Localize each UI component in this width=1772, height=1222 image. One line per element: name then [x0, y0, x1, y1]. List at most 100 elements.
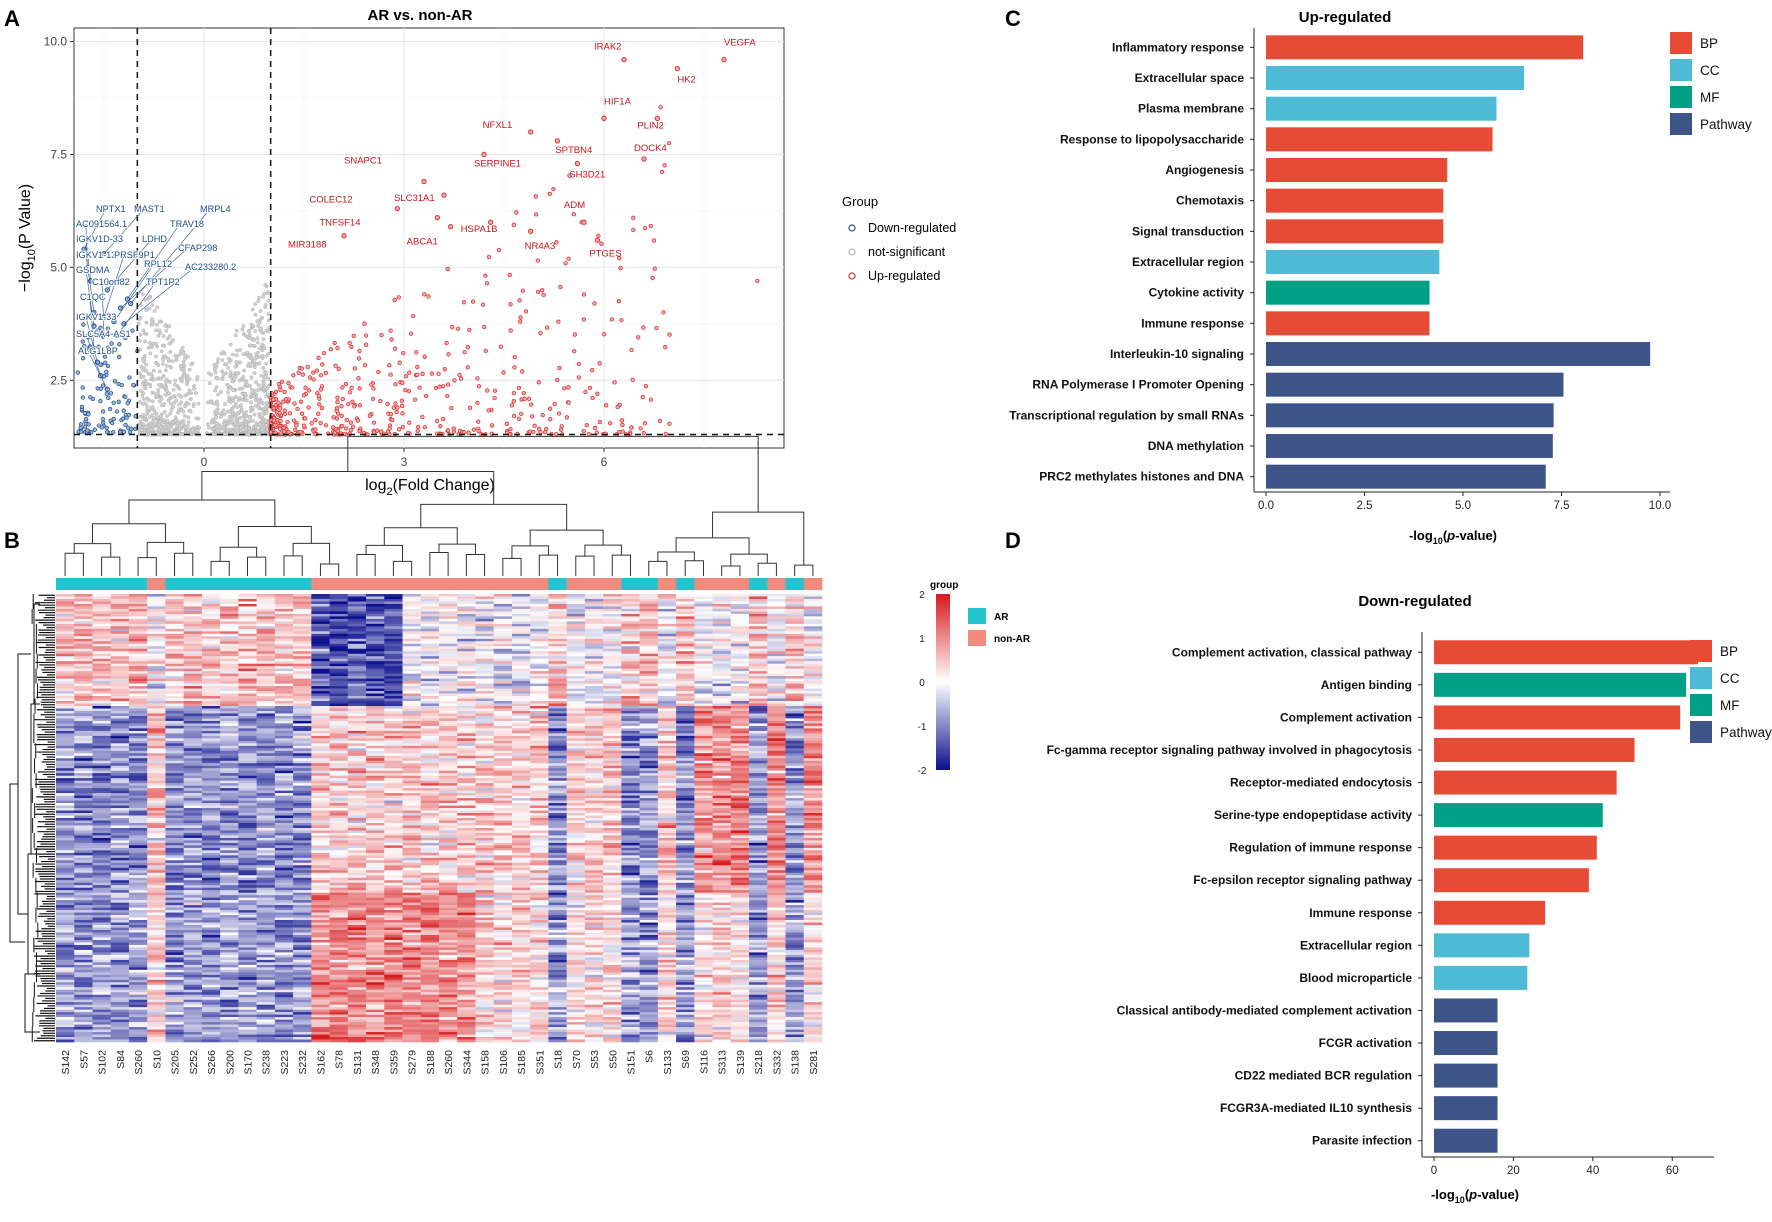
heatmap-cell	[366, 740, 385, 744]
heatmap-cell	[384, 718, 403, 722]
heatmap-cell	[311, 745, 330, 749]
heatmap-cell	[420, 686, 440, 689]
heatmap-cell	[74, 596, 93, 600]
heatmap-cell	[256, 641, 276, 645]
point-not-significant	[148, 421, 152, 426]
heatmap-cell	[293, 616, 312, 620]
point-not-significant	[247, 336, 252, 341]
heatmap-cell	[530, 601, 549, 605]
point-not-significant	[168, 379, 172, 384]
heatmap-cell	[256, 623, 276, 627]
heatmap-cell	[56, 745, 75, 749]
point-down-regulated	[80, 339, 85, 344]
point-up-regulated	[476, 429, 481, 434]
heatmap-cell	[749, 725, 768, 729]
heatmap-cell	[439, 733, 458, 737]
heatmap-cell	[165, 631, 184, 635]
point-not-significant	[264, 400, 269, 405]
heatmap-cell	[566, 671, 586, 674]
heatmap-cell	[493, 646, 513, 650]
heatmap-cell	[511, 730, 531, 734]
heatmap-cell	[293, 706, 312, 709]
heatmap-cell	[311, 735, 330, 739]
heatmap-cell	[347, 713, 367, 717]
point-not-significant	[253, 302, 258, 306]
heatmap-cell	[329, 740, 349, 744]
heatmap-cell	[530, 748, 549, 752]
heatmap-cell	[92, 606, 112, 610]
heatmap-cell	[347, 646, 367, 650]
heatmap-cell	[293, 638, 312, 642]
heatmap-cell	[165, 748, 184, 752]
heatmap-cell	[676, 720, 695, 724]
point-not-significant	[213, 402, 218, 406]
heatmap-cell	[256, 730, 276, 734]
heatmap-cell	[730, 730, 750, 734]
point-not-significant	[149, 345, 154, 350]
point-not-significant	[257, 320, 262, 325]
point-up-regulated	[496, 247, 502, 253]
heatmap-cell	[603, 666, 622, 669]
heatmap-cell	[785, 708, 805, 712]
heatmap-cell	[110, 663, 130, 667]
heatmap-cell	[220, 723, 239, 727]
point-not-significant	[163, 392, 168, 397]
heatmap-cell	[147, 725, 166, 729]
point-not-significant	[212, 363, 217, 367]
heatmap-cell	[439, 696, 458, 699]
heatmap-cell	[311, 638, 330, 642]
heatmap-cell	[730, 691, 750, 694]
point-down-regulated	[80, 395, 86, 400]
heatmap-cell	[293, 720, 312, 724]
heatmap-cell	[420, 703, 440, 707]
heatmap-cell	[785, 598, 805, 602]
heatmap-cell	[402, 651, 422, 655]
heatmap-cell	[256, 621, 276, 625]
heatmap-cell	[712, 663, 732, 667]
heatmap-cell	[548, 608, 567, 612]
heatmap-cell	[74, 720, 93, 724]
point-not-significant	[147, 295, 152, 300]
heatmap-cell	[183, 668, 203, 672]
heatmap-cell	[220, 715, 239, 719]
heatmap-row-dendrogram	[9, 594, 55, 1042]
heatmap-cell	[603, 686, 622, 689]
heatmap-cell	[402, 728, 422, 732]
heatmap-cell	[493, 636, 513, 640]
heatmap-cell	[785, 636, 805, 640]
heatmap-cell	[475, 743, 495, 747]
heatmap-cell	[603, 616, 622, 620]
heatmap-cell	[293, 651, 312, 655]
heatmap-cell	[293, 701, 312, 704]
heatmap-cell	[566, 738, 586, 742]
heatmap-cell	[201, 626, 221, 630]
heatmap-cell	[147, 603, 166, 607]
point-not-significant	[259, 373, 264, 378]
heatmap-cell	[749, 696, 768, 699]
heatmap-cell	[92, 713, 112, 717]
heatmap-cell	[530, 758, 549, 762]
point-up-regulated	[592, 301, 597, 306]
heatmap-cell	[201, 628, 221, 632]
point-not-significant	[240, 397, 245, 402]
heatmap-cell	[475, 638, 495, 642]
heatmap-cell	[201, 681, 221, 684]
heatmap-cell	[147, 738, 166, 742]
heatmap-cell	[183, 623, 203, 627]
heatmap-cell	[785, 606, 805, 610]
heatmap-cell	[293, 755, 312, 759]
heatmap-cell	[274, 623, 294, 627]
point-up-regulated	[415, 364, 420, 370]
heatmap-cell	[657, 691, 677, 694]
point-up-regulated	[271, 397, 276, 402]
heatmap-cell	[584, 643, 604, 647]
heatmap-cell	[767, 678, 786, 682]
heatmap-cell	[584, 628, 604, 632]
heatmap-cell	[274, 745, 294, 749]
point-up-regulated	[470, 299, 476, 304]
heatmap-cell	[110, 656, 130, 660]
heatmap-cell	[293, 738, 312, 742]
point-up-regulated	[538, 331, 543, 336]
heatmap-cell	[201, 755, 221, 759]
point-not-significant	[163, 368, 168, 373]
